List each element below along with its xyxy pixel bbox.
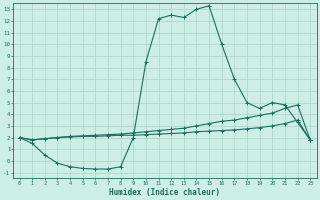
X-axis label: Humidex (Indice chaleur): Humidex (Indice chaleur): [109, 188, 220, 197]
